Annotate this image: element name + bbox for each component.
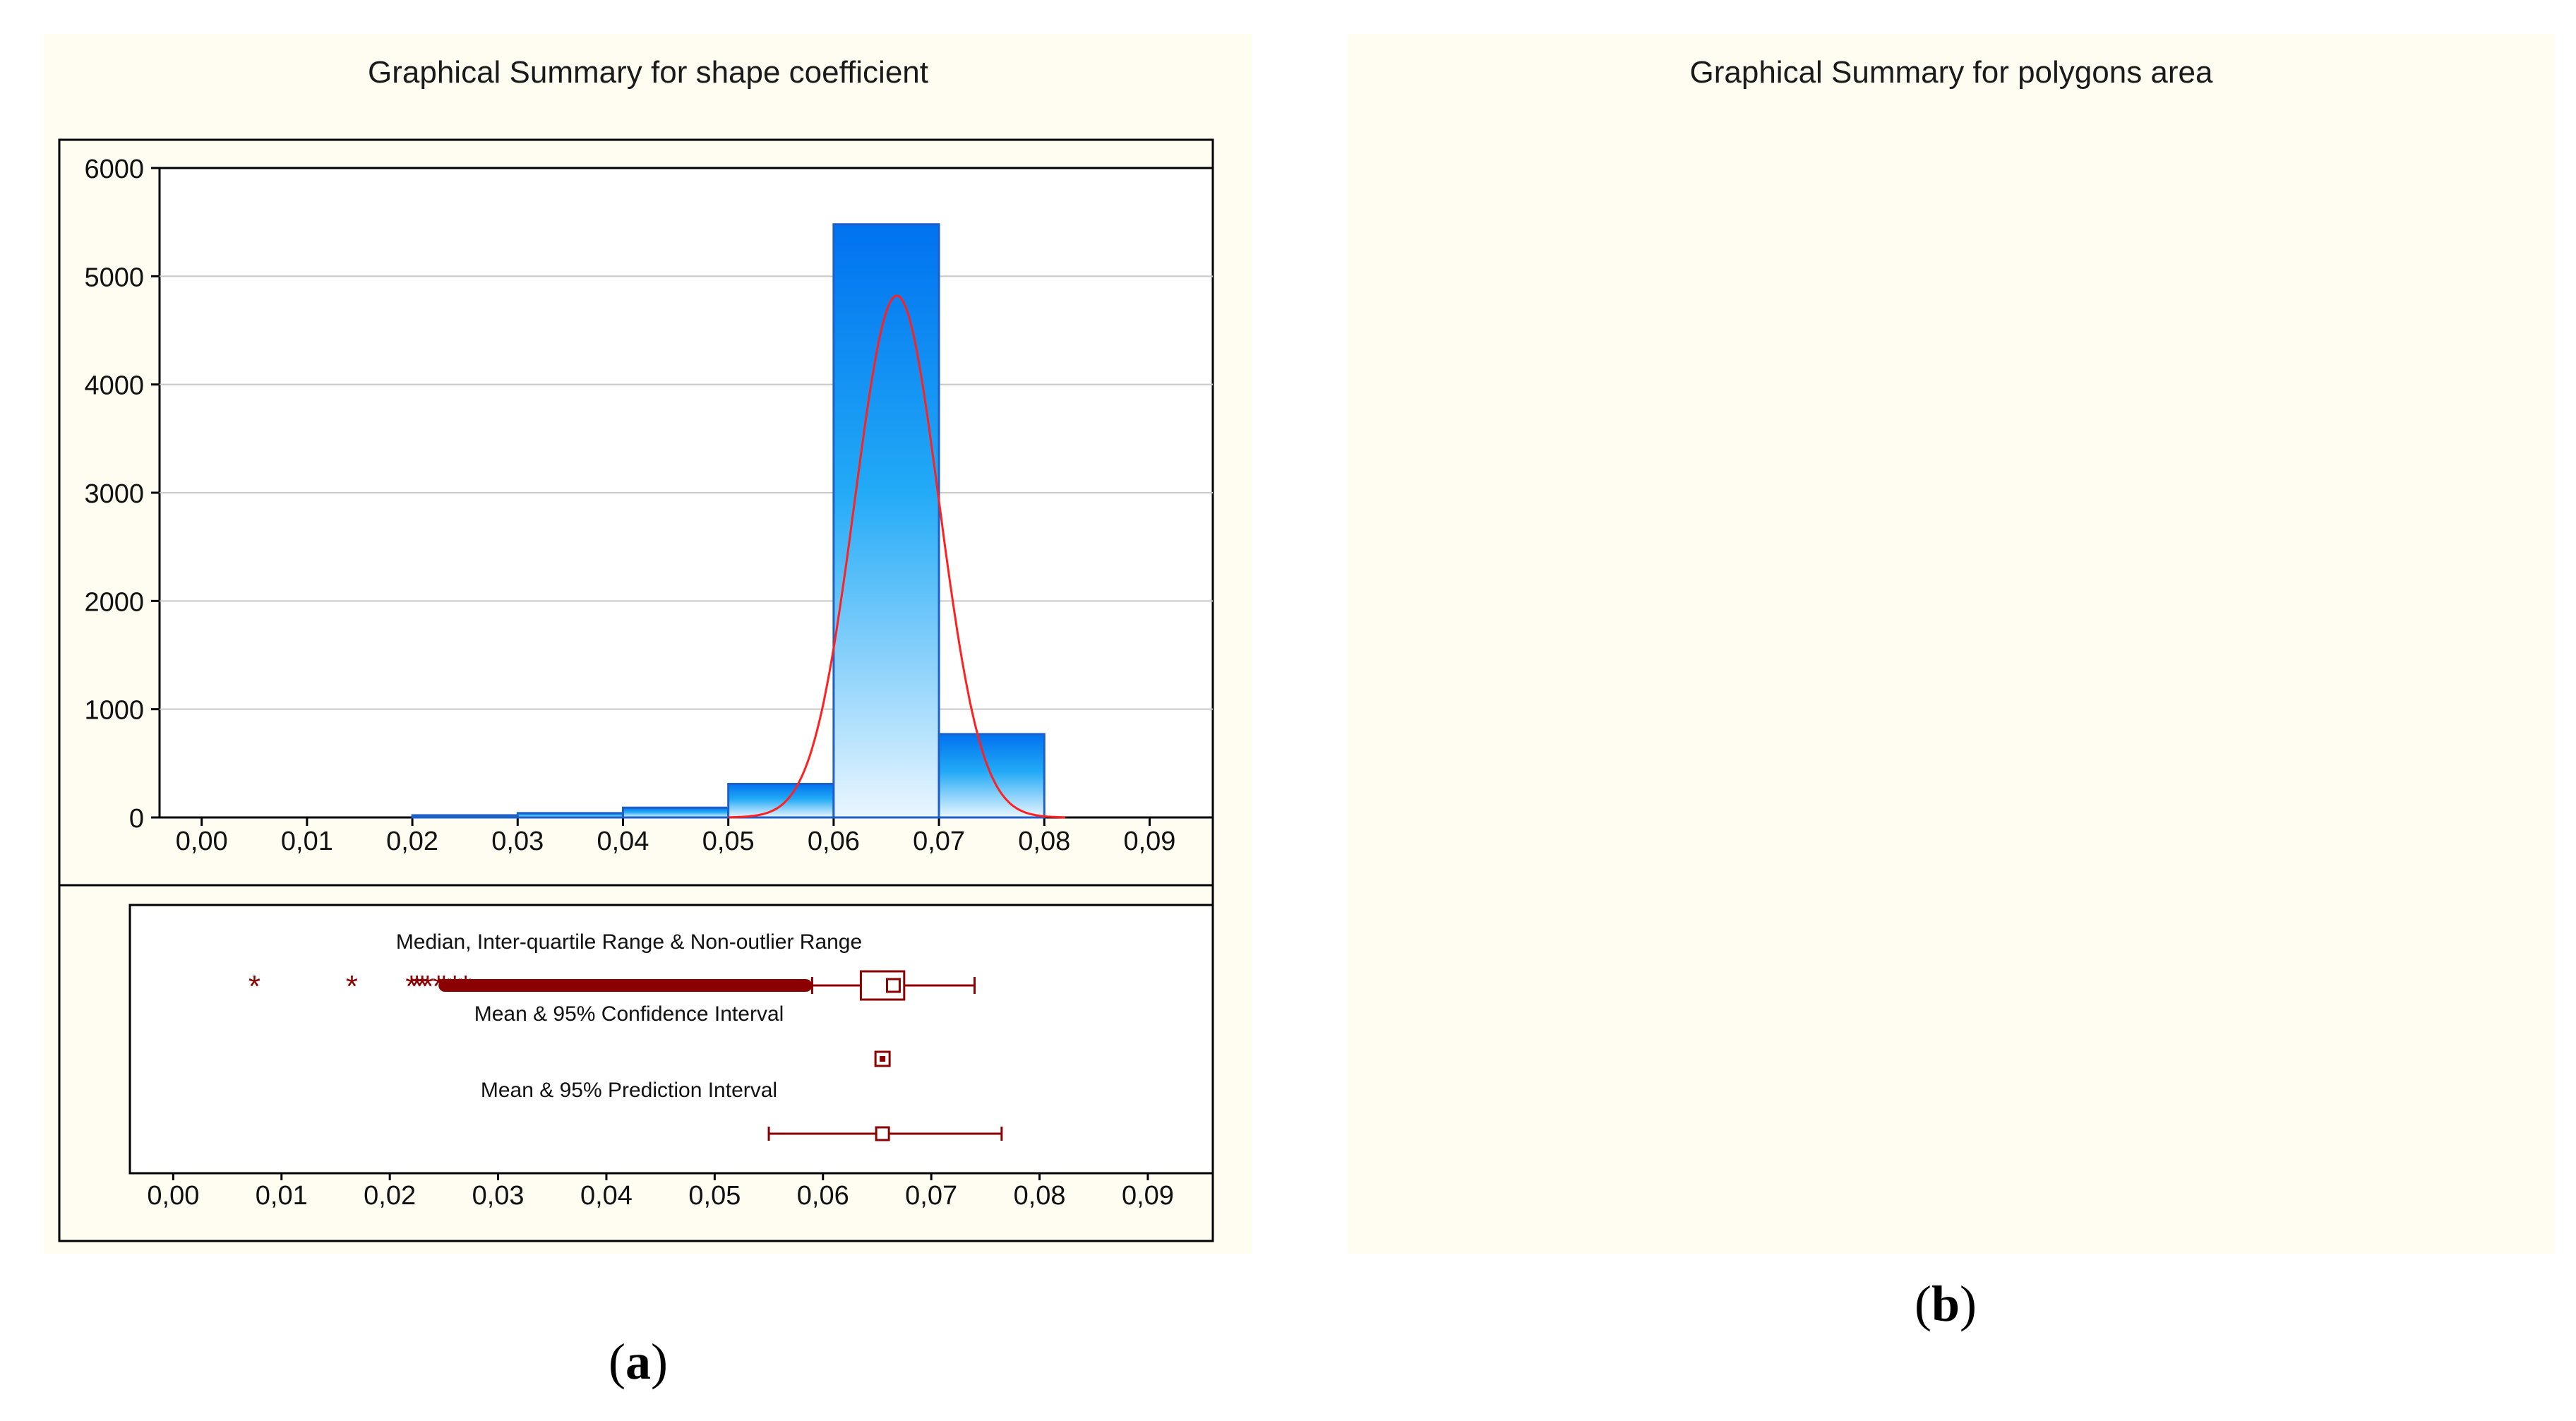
panel-a: Graphical Summary for shape coefficient bbox=[44, 34, 1252, 1254]
caption-b-letter: b bbox=[1931, 1276, 1960, 1332]
panel-b: Graphical Summary for polygons area bbox=[1347, 34, 2556, 1254]
caption-a-letter: a bbox=[625, 1333, 651, 1390]
caption-a: (a) bbox=[609, 1333, 668, 1390]
chart-b-title: Graphical Summary for polygons area bbox=[1689, 55, 2213, 90]
caption-b: (b) bbox=[1915, 1276, 1977, 1332]
chart-a-title: Graphical Summary for shape coefficient bbox=[368, 55, 928, 90]
